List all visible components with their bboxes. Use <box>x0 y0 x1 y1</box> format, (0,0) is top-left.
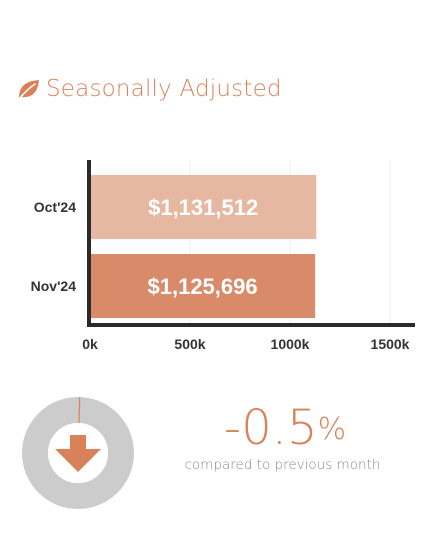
change-value: -0.5 <box>223 400 318 456</box>
data-label: $1,131,512 <box>148 195 258 220</box>
page-title: Seasonally Adjusted <box>46 76 282 102</box>
change-donut <box>22 397 134 509</box>
category-label: Oct'24 <box>34 199 76 215</box>
x-tick-label: 1500k <box>371 336 410 352</box>
leaf-icon <box>17 80 39 101</box>
percent-symbol: % <box>317 412 347 447</box>
bar-chart: $1,131,512 Oct'24 $1,125,696 Nov'24 0k 500k 10… <box>31 160 415 352</box>
header: Seasonally Adjusted <box>16 76 282 102</box>
donut-slice <box>78 397 81 424</box>
category-label: Nov'24 <box>31 278 77 294</box>
bar <box>90 254 316 318</box>
change-percent: -0.5% <box>175 398 395 458</box>
donut-ring <box>22 397 134 509</box>
x-tick-label: 0k <box>82 336 98 352</box>
x-tick-label: 500k <box>174 336 205 352</box>
data-label: $1,125,696 <box>148 274 258 299</box>
change-caption: compared to previous month <box>184 457 381 473</box>
bar <box>90 175 317 239</box>
arrow-down-icon <box>55 435 101 472</box>
x-tick-label: 1000k <box>271 336 310 352</box>
